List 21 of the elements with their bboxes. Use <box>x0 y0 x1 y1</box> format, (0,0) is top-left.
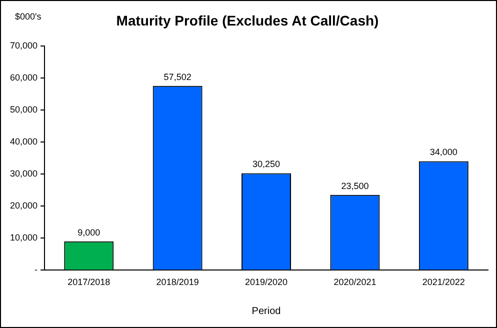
y-tick-label: 30,000 <box>10 168 38 179</box>
chart-title: Maturity Profile (Excludes At Call/Cash) <box>116 12 379 28</box>
data-label: 23,500 <box>341 180 369 191</box>
y-axis-title: $000's <box>15 11 42 22</box>
x-tick-label: 2019/2020 <box>244 277 288 288</box>
y-tick-label: - <box>34 264 38 275</box>
data-label: 9,000 <box>78 227 100 238</box>
y-tick-label: 50,000 <box>10 104 38 114</box>
y-tick-label: 40,000 <box>10 136 38 146</box>
data-label: 34,000 <box>430 147 458 158</box>
y-tick-label: 10,000 <box>10 232 38 243</box>
y-tick-label: 20,000 <box>10 200 38 211</box>
x-axis-title: Period <box>252 306 281 317</box>
x-tick-label: 2021/2022 <box>422 277 465 288</box>
x-tick-label: 2020/2021 <box>334 277 376 288</box>
x-tick-label: 2017/2018 <box>68 277 110 288</box>
data-label: 57,502 <box>164 72 192 82</box>
data-label: 30,250 <box>252 159 280 170</box>
x-tick-label: 2018/2019 <box>156 277 199 288</box>
y-tick-label: 60,000 <box>10 72 38 82</box>
y-tick-label: 70,000 <box>10 40 38 50</box>
